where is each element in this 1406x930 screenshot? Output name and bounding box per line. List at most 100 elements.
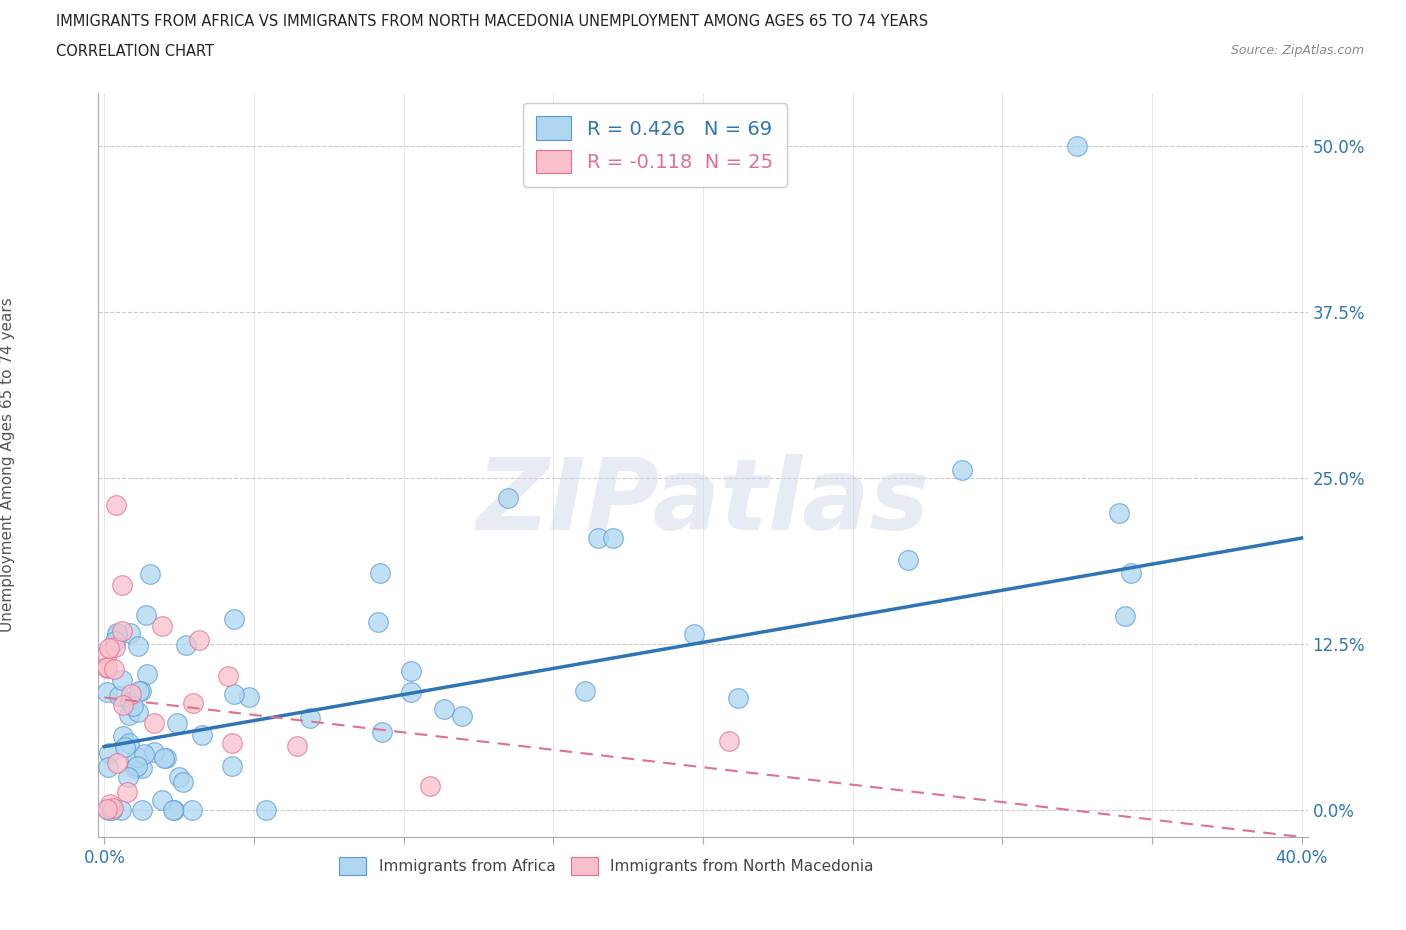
Point (105, 625, 128, 640)
Point (127, 639, 149, 654)
Point (100, 796, 122, 811)
Point (1114, 609, 1136, 624)
Point (104, 633, 127, 648)
Point (122, 698, 145, 713)
Point (683, 627, 706, 642)
Point (125, 749, 148, 764)
Point (127, 705, 149, 720)
Point (586, 531, 609, 546)
Point (727, 691, 749, 706)
Point (96, 647, 118, 662)
Point (602, 531, 624, 546)
Point (150, 618, 173, 633)
Point (174, 638, 197, 653)
Point (191, 727, 214, 742)
Point (574, 684, 596, 698)
Point (96, 660, 118, 675)
Point (950, 462, 973, 477)
Text: CORRELATION CHART: CORRELATION CHART (56, 44, 214, 59)
Point (370, 724, 392, 739)
Point (111, 672, 134, 687)
Y-axis label: Unemployment Among Ages 65 to 74 years: Unemployment Among Ages 65 to 74 years (0, 298, 15, 632)
Point (115, 784, 138, 799)
Point (717, 734, 740, 749)
Point (221, 759, 243, 774)
Point (167, 769, 190, 784)
Point (136, 667, 159, 682)
Point (897, 552, 920, 567)
Text: ZIPatlas: ZIPatlas (477, 454, 929, 551)
Point (105, 627, 128, 642)
Point (139, 566, 162, 581)
Point (103, 801, 125, 816)
Point (370, 565, 392, 580)
Point (111, 624, 134, 639)
Point (104, 639, 127, 654)
Point (135, 608, 157, 623)
Point (217, 669, 239, 684)
Point (254, 803, 277, 817)
Point (181, 803, 204, 817)
Point (399, 684, 422, 699)
Legend: Immigrants from Africa, Immigrants from North Macedonia: Immigrants from Africa, Immigrants from … (333, 851, 880, 882)
Point (120, 686, 142, 701)
Point (114, 739, 136, 754)
Point (142, 745, 165, 760)
Point (1108, 505, 1130, 520)
Point (110, 803, 132, 817)
Point (124, 761, 146, 776)
Point (131, 803, 153, 817)
Point (298, 711, 321, 725)
Text: IMMIGRANTS FROM AFRICA VS IMMIGRANTS FROM NORTH MACEDONIA UNEMPLOYMENT AMONG AGE: IMMIGRANTS FROM AFRICA VS IMMIGRANTS FRO… (56, 14, 928, 29)
Point (221, 736, 243, 751)
Point (128, 684, 150, 698)
Point (98, 640, 121, 655)
Point (1066, 139, 1088, 153)
Point (103, 661, 125, 676)
Point (162, 803, 184, 817)
Point (367, 615, 389, 630)
Point (153, 751, 176, 765)
Point (125, 759, 148, 774)
Point (181, 695, 204, 710)
Point (111, 728, 134, 743)
Point (419, 778, 441, 793)
Point (131, 761, 153, 776)
Point (1119, 565, 1142, 580)
Point (120, 625, 142, 640)
Point (129, 684, 152, 698)
Point (238, 690, 260, 705)
Point (222, 612, 245, 627)
Point (118, 736, 141, 751)
Point (285, 738, 308, 753)
Point (96, 802, 118, 817)
Point (451, 708, 474, 723)
Point (105, 756, 128, 771)
Point (97, 759, 120, 774)
Point (172, 775, 194, 790)
Point (142, 716, 165, 731)
Point (163, 803, 186, 817)
Point (134, 747, 156, 762)
Point (222, 686, 245, 701)
Point (118, 695, 141, 710)
Point (166, 715, 188, 730)
Point (96, 659, 118, 674)
Point (399, 664, 422, 679)
Point (97, 746, 120, 761)
Point (498, 491, 520, 506)
Point (111, 698, 134, 712)
Point (150, 792, 173, 807)
Point (96, 685, 118, 700)
Text: Source: ZipAtlas.com: Source: ZipAtlas.com (1230, 44, 1364, 57)
Point (433, 701, 456, 716)
Point (118, 708, 141, 723)
Point (105, 498, 128, 512)
Point (117, 770, 139, 785)
Point (101, 803, 124, 817)
Point (107, 689, 129, 704)
Point (187, 632, 209, 647)
Point (97, 803, 120, 817)
Point (155, 751, 177, 765)
Point (111, 578, 134, 592)
